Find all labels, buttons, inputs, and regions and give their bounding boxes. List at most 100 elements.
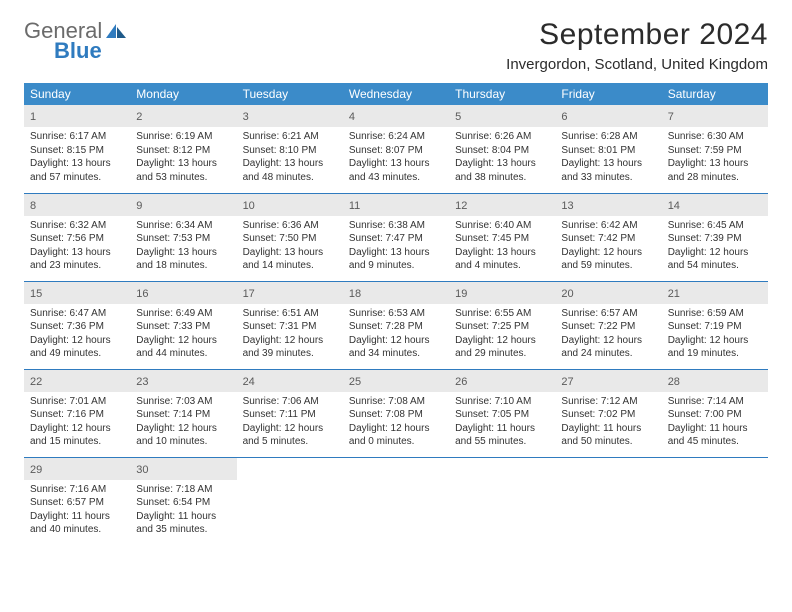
day-daylight2: and 39 minutes. xyxy=(243,347,337,361)
calendar-week-row: 1 Sunrise: 6:17 AMSunset: 8:15 PMDaylight… xyxy=(24,105,768,193)
day-daylight2: and 4 minutes. xyxy=(455,259,549,273)
day-sunset: Sunset: 6:54 PM xyxy=(136,496,230,510)
day-sunset: Sunset: 8:07 PM xyxy=(349,144,443,158)
day-sunrise: Sunrise: 6:40 AM xyxy=(455,219,549,233)
day-number-row: 15 xyxy=(24,282,130,304)
day-number-row: 8 xyxy=(24,194,130,216)
day-sunrise: Sunrise: 6:55 AM xyxy=(455,307,549,321)
day-sunset: Sunset: 7:08 PM xyxy=(349,408,443,422)
day-daylight1: Daylight: 12 hours xyxy=(136,422,230,436)
day-sunset: Sunset: 7:36 PM xyxy=(30,320,124,334)
calendar-cell: 7Sunrise: 6:30 AMSunset: 7:59 PMDaylight… xyxy=(662,105,768,193)
day-number: 1 xyxy=(30,111,36,123)
day-number: 8 xyxy=(30,200,36,212)
day-sunset: Sunset: 7:14 PM xyxy=(136,408,230,422)
calendar-cell: 23Sunrise: 7:03 AMSunset: 7:14 PMDayligh… xyxy=(130,369,236,457)
day-sunset: Sunset: 7:39 PM xyxy=(668,232,762,246)
day-sunset: Sunset: 7:11 PM xyxy=(243,408,337,422)
day-number: 29 xyxy=(30,464,42,476)
day-details: Sunrise: 7:03 AMSunset: 7:14 PMDaylight:… xyxy=(130,392,236,455)
day-sunset: Sunset: 7:33 PM xyxy=(136,320,230,334)
day-daylight1: Daylight: 13 hours xyxy=(136,246,230,260)
day-sunrise: Sunrise: 6:47 AM xyxy=(30,307,124,321)
day-sunset: Sunset: 8:01 PM xyxy=(561,144,655,158)
calendar-cell xyxy=(449,457,555,545)
day-sunset: Sunset: 7:19 PM xyxy=(668,320,762,334)
day-details: Sunrise: 6:51 AMSunset: 7:31 PMDaylight:… xyxy=(237,304,343,367)
day-details: Sunrise: 6:47 AMSunset: 7:36 PMDaylight:… xyxy=(24,304,130,367)
day-details: Sunrise: 6:53 AMSunset: 7:28 PMDaylight:… xyxy=(343,304,449,367)
day-details: Sunrise: 6:17 AMSunset: 8:15 PMDaylight:… xyxy=(24,127,130,190)
day-number: 10 xyxy=(243,200,255,212)
day-sunrise: Sunrise: 6:45 AM xyxy=(668,219,762,233)
logo: General Blue xyxy=(24,18,128,64)
title-block: September 2024 Invergordon, Scotland, Un… xyxy=(506,18,768,73)
day-daylight1: Daylight: 13 hours xyxy=(668,157,762,171)
day-number: 11 xyxy=(349,200,360,212)
day-daylight1: Daylight: 13 hours xyxy=(30,157,124,171)
calendar-cell: 25Sunrise: 7:08 AMSunset: 7:08 PMDayligh… xyxy=(343,369,449,457)
day-details: Sunrise: 6:24 AMSunset: 8:07 PMDaylight:… xyxy=(343,127,449,190)
day-number-row: 14 xyxy=(662,194,768,216)
day-daylight1: Daylight: 12 hours xyxy=(243,422,337,436)
day-sunset: Sunset: 7:53 PM xyxy=(136,232,230,246)
calendar-cell xyxy=(343,457,449,545)
calendar-week-row: 29Sunrise: 7:16 AMSunset: 6:57 PMDayligh… xyxy=(24,457,768,545)
day-daylight1: Daylight: 12 hours xyxy=(561,334,655,348)
day-details: Sunrise: 6:59 AMSunset: 7:19 PMDaylight:… xyxy=(662,304,768,367)
calendar-cell: 21 Sunrise: 6:59 AMSunset: 7:19 PMDayligh… xyxy=(662,281,768,369)
day-sunset: Sunset: 7:02 PM xyxy=(561,408,655,422)
day-details: Sunrise: 6:36 AMSunset: 7:50 PMDaylight:… xyxy=(237,216,343,279)
day-number-row: 24 xyxy=(237,370,343,392)
day-details: Sunrise: 7:12 AMSunset: 7:02 PMDaylight:… xyxy=(555,392,661,455)
day-details: Sunrise: 6:34 AMSunset: 7:53 PMDaylight:… xyxy=(130,216,236,279)
calendar-body: 1 Sunrise: 6:17 AMSunset: 8:15 PMDaylight… xyxy=(24,105,768,545)
day-details: Sunrise: 6:19 AMSunset: 8:12 PMDaylight:… xyxy=(130,127,236,190)
day-sunrise: Sunrise: 6:49 AM xyxy=(136,307,230,321)
day-details: Sunrise: 7:08 AMSunset: 7:08 PMDaylight:… xyxy=(343,392,449,455)
day-number: 17 xyxy=(243,288,255,300)
day-sunset: Sunset: 7:16 PM xyxy=(30,408,124,422)
day-sunrise: Sunrise: 6:34 AM xyxy=(136,219,230,233)
day-daylight2: and 55 minutes. xyxy=(455,435,549,449)
calendar-cell: 8 Sunrise: 6:32 AMSunset: 7:56 PMDaylight… xyxy=(24,193,130,281)
day-details: Sunrise: 6:38 AMSunset: 7:47 PMDaylight:… xyxy=(343,216,449,279)
day-daylight1: Daylight: 13 hours xyxy=(349,246,443,260)
day-sunrise: Sunrise: 7:08 AM xyxy=(349,395,443,409)
day-number-row: 26 xyxy=(449,370,555,392)
day-details: Sunrise: 6:28 AMSunset: 8:01 PMDaylight:… xyxy=(555,127,661,190)
logo-text-blue: Blue xyxy=(54,38,102,64)
day-sunrise: Sunrise: 6:38 AM xyxy=(349,219,443,233)
logo-sail-icon xyxy=(104,22,128,40)
empty-cell xyxy=(662,458,768,462)
day-daylight1: Daylight: 12 hours xyxy=(561,246,655,260)
day-daylight1: Daylight: 13 hours xyxy=(30,246,124,260)
day-number: 28 xyxy=(668,376,680,388)
calendar-cell: 3Sunrise: 6:21 AMSunset: 8:10 PMDaylight… xyxy=(237,105,343,193)
day-sunrise: Sunrise: 7:12 AM xyxy=(561,395,655,409)
day-sunrise: Sunrise: 7:06 AM xyxy=(243,395,337,409)
day-daylight1: Daylight: 12 hours xyxy=(136,334,230,348)
day-daylight1: Daylight: 13 hours xyxy=(455,246,549,260)
calendar-cell: 29Sunrise: 7:16 AMSunset: 6:57 PMDayligh… xyxy=(24,457,130,545)
day-number: 21 xyxy=(668,288,680,300)
day-number-row: 21 xyxy=(662,282,768,304)
calendar-cell: 1 Sunrise: 6:17 AMSunset: 8:15 PMDaylight… xyxy=(24,105,130,193)
calendar-cell: 19Sunrise: 6:55 AMSunset: 7:25 PMDayligh… xyxy=(449,281,555,369)
calendar-cell: 27Sunrise: 7:12 AMSunset: 7:02 PMDayligh… xyxy=(555,369,661,457)
day-details: Sunrise: 7:18 AMSunset: 6:54 PMDaylight:… xyxy=(130,480,236,543)
day-sunset: Sunset: 8:12 PM xyxy=(136,144,230,158)
day-sunrise: Sunrise: 6:26 AM xyxy=(455,130,549,144)
day-daylight2: and 18 minutes. xyxy=(136,259,230,273)
day-daylight2: and 34 minutes. xyxy=(349,347,443,361)
calendar-cell: 6Sunrise: 6:28 AMSunset: 8:01 PMDaylight… xyxy=(555,105,661,193)
day-details: Sunrise: 6:32 AMSunset: 7:56 PMDaylight:… xyxy=(24,216,130,279)
col-tuesday: Tuesday xyxy=(237,83,343,105)
day-daylight2: and 35 minutes. xyxy=(136,523,230,537)
day-sunset: Sunset: 8:10 PM xyxy=(243,144,337,158)
day-details: Sunrise: 6:30 AMSunset: 7:59 PMDaylight:… xyxy=(662,127,768,190)
day-daylight1: Daylight: 12 hours xyxy=(455,334,549,348)
day-sunset: Sunset: 8:04 PM xyxy=(455,144,549,158)
day-number-row: 6 xyxy=(555,105,661,127)
calendar-cell: 17 Sunrise: 6:51 AMSunset: 7:31 PMDayligh… xyxy=(237,281,343,369)
